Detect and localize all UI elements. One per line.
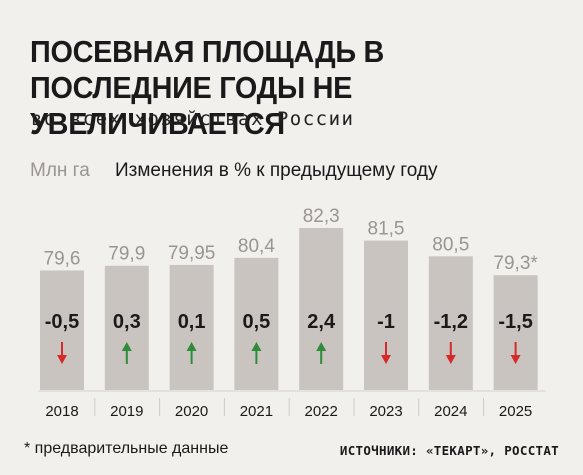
x-tick-label: 2024 — [434, 403, 467, 420]
arrow-down-icon — [381, 355, 391, 364]
change-value-label: -1 — [377, 311, 395, 333]
bar-2023 — [364, 240, 408, 390]
x-tick-label: 2023 — [369, 403, 402, 420]
bar-value-label: 79,9 — [108, 244, 145, 265]
bar-2020 — [169, 264, 214, 390]
arrow-up-icon — [121, 342, 132, 351]
change-value-label: -0,5 — [45, 311, 79, 333]
x-tick-label: 2022 — [305, 403, 338, 420]
change-value-label: 2,4 — [307, 311, 336, 333]
arrow-down-icon — [445, 355, 456, 364]
change-value-label: -1,5 — [498, 311, 532, 333]
x-tick-label: 2025 — [499, 403, 532, 420]
arrow-up-icon — [316, 342, 327, 351]
arrow-down-icon — [510, 355, 521, 364]
unit-label: Млн га — [30, 160, 90, 181]
arrow-down-icon — [57, 355, 67, 364]
footnote: * предварительные данные — [24, 440, 229, 457]
bar-2022 — [299, 228, 344, 390]
bar-2019 — [104, 265, 149, 390]
change-legend-label: Изменения в % к предыдущему году — [115, 160, 438, 181]
x-tick-label: 2020 — [175, 403, 208, 420]
bar-2024 — [428, 256, 473, 390]
x-tick-label: 2018 — [45, 403, 78, 420]
bar-value-label: 80,5 — [432, 234, 469, 255]
change-value-label: 0,1 — [178, 311, 206, 333]
chart-subtitle: во всех хозяйствах России — [31, 108, 355, 130]
bar-value-label: 79,6 — [44, 248, 81, 269]
change-value-label: -1,2 — [434, 311, 468, 333]
bar-value-label: 79,3* — [493, 253, 538, 274]
arrow-up-icon — [186, 342, 197, 351]
x-tick-label: 2021 — [240, 403, 273, 420]
sources: ИСТОЧНИКИ: «ТЕКАРТ», РОССТАТ — [339, 443, 559, 458]
bar-2018 — [40, 270, 84, 390]
change-value-label: 0,5 — [242, 311, 270, 333]
change-value-label: 0,3 — [113, 311, 141, 333]
bar-2021 — [234, 257, 279, 390]
x-tick-label: 2019 — [110, 403, 143, 420]
arrow-up-icon — [251, 342, 262, 351]
bar-value-label: 82,3 — [303, 206, 340, 227]
bar-value-label: 81,5 — [368, 219, 405, 240]
chart-title: ПОСЕВНАЯ ПЛОЩАДЬ В ПОСЛЕДНИЕ ГОДЫ НЕ УВЕ… — [30, 34, 385, 141]
bar-2025 — [493, 275, 538, 390]
bar-value-label: 80,4 — [238, 236, 275, 257]
bar-value-label: 79,95 — [168, 243, 216, 264]
